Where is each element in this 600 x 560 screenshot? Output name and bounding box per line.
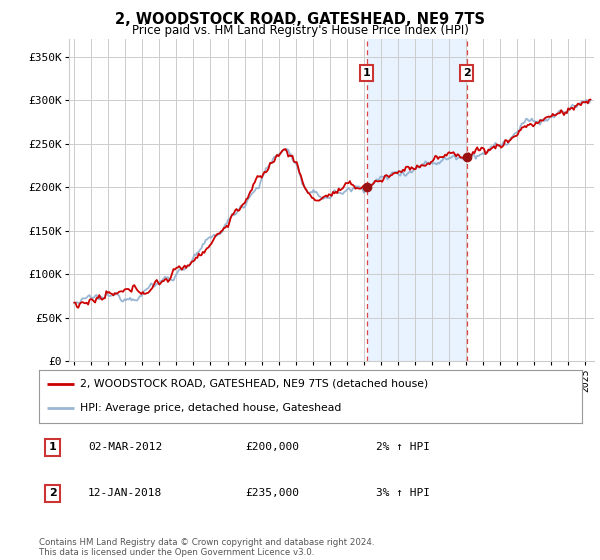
Text: 1: 1 <box>49 442 56 452</box>
Text: £235,000: £235,000 <box>245 488 299 498</box>
Text: 2, WOODSTOCK ROAD, GATESHEAD, NE9 7TS (detached house): 2, WOODSTOCK ROAD, GATESHEAD, NE9 7TS (d… <box>80 379 428 389</box>
Text: 2, WOODSTOCK ROAD, GATESHEAD, NE9 7TS: 2, WOODSTOCK ROAD, GATESHEAD, NE9 7TS <box>115 12 485 27</box>
Text: 2: 2 <box>49 488 56 498</box>
Text: Contains HM Land Registry data © Crown copyright and database right 2024.
This d: Contains HM Land Registry data © Crown c… <box>39 538 374 557</box>
Text: HPI: Average price, detached house, Gateshead: HPI: Average price, detached house, Gate… <box>80 403 341 413</box>
Text: 02-MAR-2012: 02-MAR-2012 <box>88 442 162 452</box>
Text: 2% ↑ HPI: 2% ↑ HPI <box>376 442 430 452</box>
Text: 1: 1 <box>363 68 371 78</box>
Text: Price paid vs. HM Land Registry's House Price Index (HPI): Price paid vs. HM Land Registry's House … <box>131 24 469 37</box>
Text: £200,000: £200,000 <box>245 442 299 452</box>
Text: 2: 2 <box>463 68 471 78</box>
Text: 3% ↑ HPI: 3% ↑ HPI <box>376 488 430 498</box>
Text: 12-JAN-2018: 12-JAN-2018 <box>88 488 162 498</box>
